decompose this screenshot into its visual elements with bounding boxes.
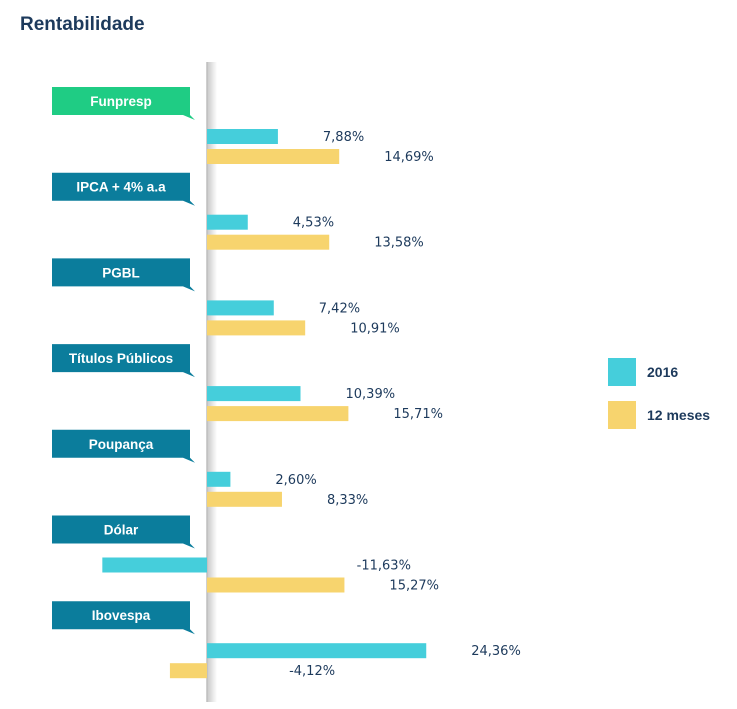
- value-label-12-meses-dolar: 15,27%: [389, 579, 439, 594]
- category-label-ibovespa: Ibovespa: [92, 608, 151, 623]
- bar-12-meses-pgbl: [207, 320, 306, 336]
- bar-2016-pgbl: [207, 300, 274, 316]
- legend-swatch-2016: [608, 358, 636, 386]
- category-label-poupanca: Poupança: [89, 437, 154, 452]
- value-label-2016-pgbl: 7,42%: [319, 301, 360, 316]
- bar-12-meses-ibovespa: [169, 663, 207, 679]
- value-label-12-meses-pgbl: 10,91%: [350, 321, 400, 336]
- bar-2016-funpresp: [207, 129, 278, 144]
- value-label-2016-dolar: -11,63%: [357, 559, 411, 574]
- value-label-12-meses-funpresp: 14,69%: [384, 150, 434, 165]
- value-label-12-meses-ibovespa: -4,12%: [289, 664, 335, 679]
- category-label-bg-funpresp: [52, 87, 195, 120]
- value-label-12-meses-ipca-4-a-a: 13,58%: [374, 236, 424, 251]
- legend-item-2016: 2016: [608, 358, 728, 388]
- bar-12-meses-funpresp: [207, 149, 340, 164]
- legend-label-2016: 2016: [647, 364, 679, 380]
- value-label-12-meses-poupanca: 8,33%: [327, 493, 368, 508]
- bar-12-meses-dolar: [207, 577, 345, 593]
- bar-2016-titulos-publicos: [207, 386, 301, 402]
- value-label-2016-titulos-publicos: 10,39%: [346, 387, 396, 402]
- bar-2016-poupanca: [207, 471, 231, 487]
- bar-12-meses-ipca-4-a-a: [207, 234, 330, 250]
- category-label-funpresp: Funpresp: [90, 94, 152, 109]
- bar-2016-dolar: [102, 557, 207, 573]
- category-label-titulos-publicos: Títulos Públicos: [69, 351, 173, 366]
- value-label-2016-ibovespa: 24,36%: [471, 644, 521, 659]
- bar-2016-ipca-4-a-a: [207, 214, 248, 230]
- category-label-bg-ibovespa: [52, 601, 195, 635]
- axis-shadow: [207, 62, 217, 702]
- bar-12-meses-titulos-publicos: [207, 406, 349, 422]
- category-label-bg-ipca-4-a-a: [52, 172, 195, 206]
- value-label-2016-ipca-4-a-a: 4,53%: [293, 216, 334, 231]
- category-label-bg-pgbl: [52, 258, 195, 292]
- legend-swatch-12-meses: [608, 401, 636, 429]
- category-label-pgbl: PGBL: [102, 265, 140, 280]
- category-label-bg-titulos-publicos: [52, 344, 195, 378]
- bar-12-meses-poupanca: [207, 491, 282, 507]
- value-label-2016-funpresp: 7,88%: [323, 130, 364, 145]
- chart-title: Rentabilidade: [20, 14, 145, 35]
- value-label-2016-poupanca: 2,60%: [275, 473, 316, 488]
- value-label-12-meses-titulos-publicos: 15,71%: [393, 407, 443, 422]
- bar-2016-ibovespa: [207, 643, 427, 659]
- legend-item-12-meses: 12 meses: [608, 401, 728, 431]
- legend-label-12-meses: 12 meses: [647, 407, 711, 423]
- category-label-dolar: Dólar: [104, 523, 139, 538]
- category-label-ipca-4-a-a: IPCA + 4% a.a: [76, 180, 166, 195]
- category-label-bg-poupanca: [52, 429, 195, 463]
- category-label-bg-dolar: [52, 515, 195, 549]
